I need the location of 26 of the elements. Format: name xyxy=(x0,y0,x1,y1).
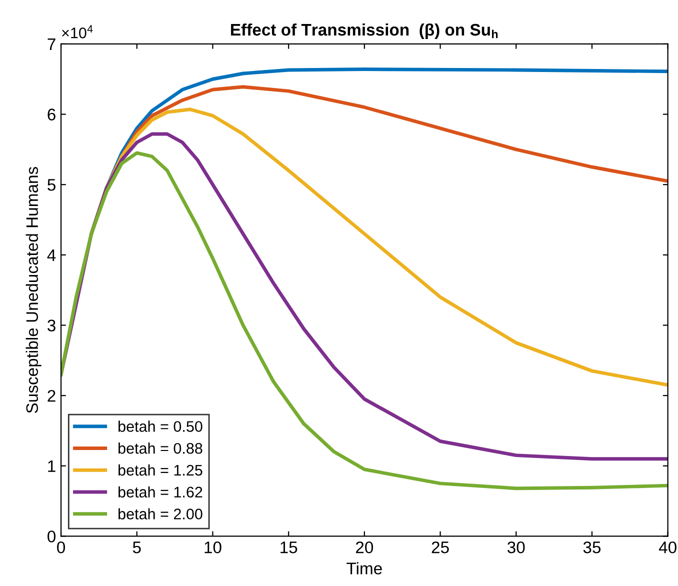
x-tick-label: 15 xyxy=(280,542,298,554)
chart-title: Effect of Transmission (β) on Su$_{h}$ xyxy=(231,23,498,39)
y-tick-label: 5 xyxy=(48,179,56,191)
text: ×10$^{4}$ xyxy=(62,25,93,38)
y-axis-title: Susceptible Uneducated Humans xyxy=(26,166,42,413)
legend-label: betah = 0.88 xyxy=(118,442,202,454)
x-tick-label: 35 xyxy=(583,541,601,554)
y-tick-label: 7 xyxy=(48,38,56,50)
y-tick-label: 3 xyxy=(48,320,56,332)
legend-label: betah = 1.25 xyxy=(118,464,202,476)
legend-label: betah = 1.62 xyxy=(118,486,202,498)
x-tick-label: 30 xyxy=(507,541,525,554)
x-tick-label: 5 xyxy=(132,542,141,554)
x-tick-label: 20 xyxy=(356,541,374,554)
x-tick-label: 10 xyxy=(204,541,222,554)
legend-label: betah = 2.00 xyxy=(118,508,202,520)
y-tick-label: 1 xyxy=(48,460,56,472)
x-tick-label: 40 xyxy=(658,541,676,554)
x-axis-title: Time xyxy=(346,562,382,574)
x-tick-label: 25 xyxy=(432,541,449,554)
y-tick-label: 0 xyxy=(48,530,56,542)
legend-label: betah = 0.50 xyxy=(118,420,202,432)
y-tick-label: 2 xyxy=(48,390,56,402)
y-tick-label: 6 xyxy=(48,108,56,120)
y-tick-label: 4 xyxy=(47,249,56,261)
x-tick-label: 0 xyxy=(57,541,66,554)
